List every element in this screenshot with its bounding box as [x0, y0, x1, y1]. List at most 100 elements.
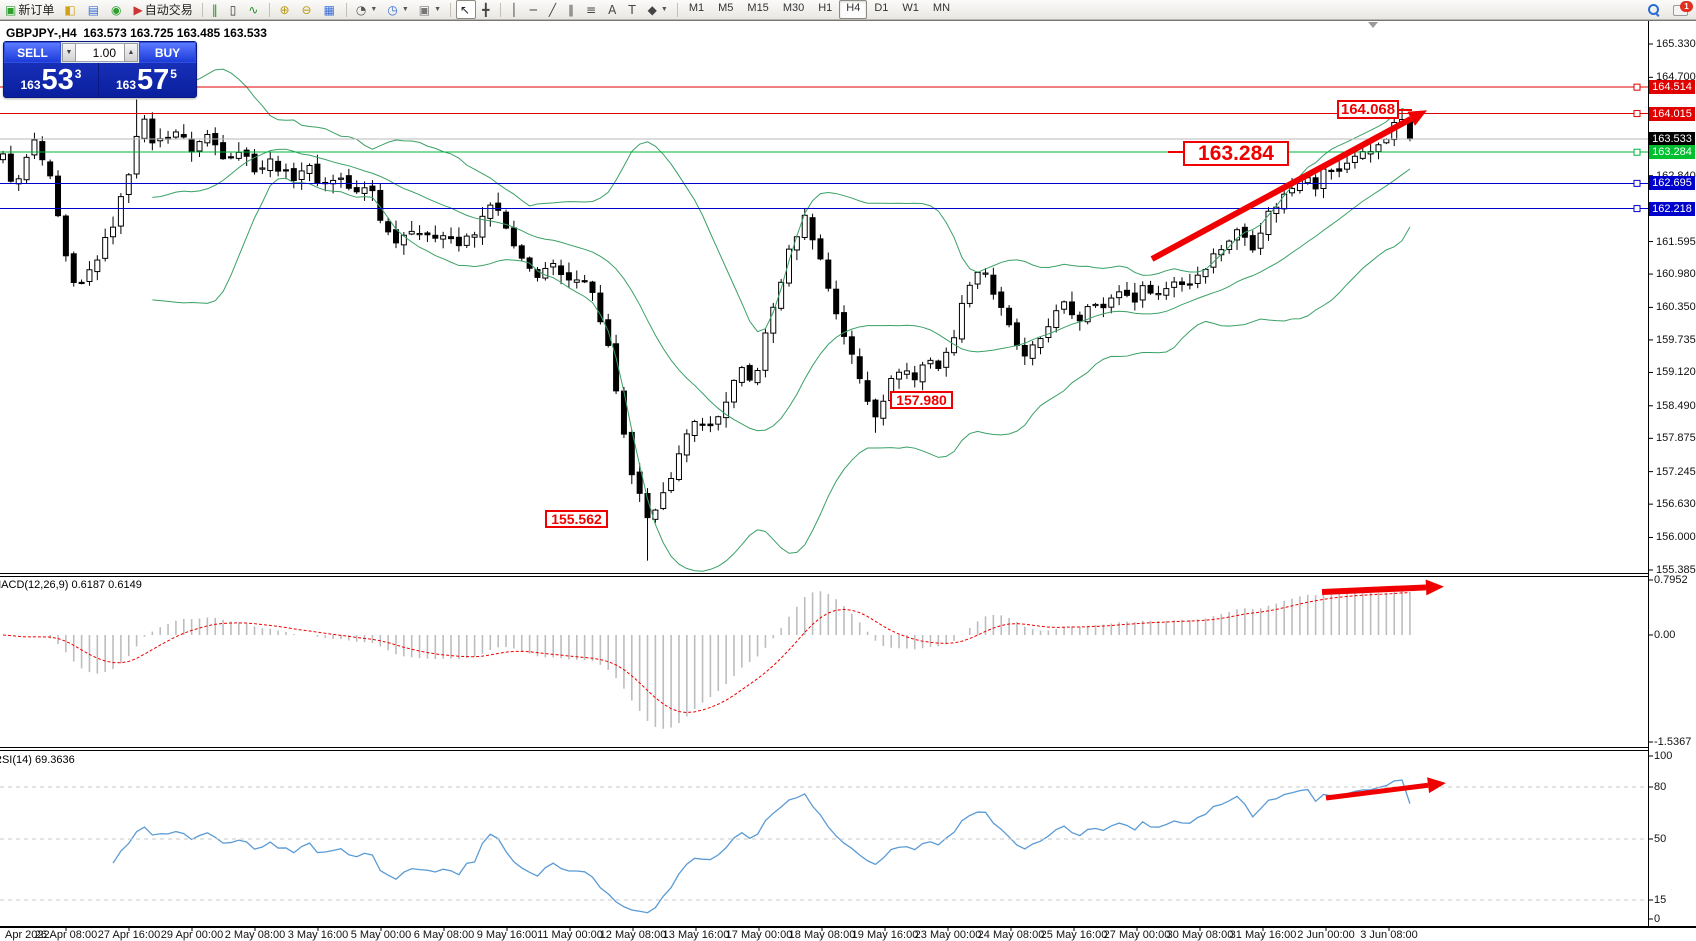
- candle-body: [117, 196, 124, 227]
- channel-icon[interactable]: ∥: [564, 0, 580, 19]
- candle-body: [1171, 281, 1178, 288]
- candle-body: [70, 253, 77, 283]
- timeframe-h1-button[interactable]: H1: [818, 2, 833, 14]
- timeframe-m15-button[interactable]: M15: [747, 2, 769, 14]
- rsi-axis-label: 0: [1654, 913, 1661, 925]
- sell-button[interactable]: SELL: [4, 42, 61, 63]
- timeframe-m1-button[interactable]: M1: [688, 2, 705, 14]
- fibonacci-icon[interactable]: ≡: [582, 0, 602, 19]
- candle-body: [23, 156, 30, 181]
- candle-body: [510, 227, 517, 247]
- vertical-line-icon[interactable]: │: [506, 0, 523, 19]
- macd-axis-label: 0.7952: [1654, 574, 1688, 586]
- cursor-icon[interactable]: ↖: [456, 0, 477, 19]
- timeframe-mn-button[interactable]: MN: [932, 2, 951, 14]
- zoom-out-icon[interactable]: ⊖: [298, 0, 318, 19]
- auto-trading-button[interactable]: ▶ 自动交易: [130, 0, 197, 19]
- price-tick-label: 156.630: [1656, 498, 1696, 511]
- annotation-text-box[interactable]: 163.284: [1183, 141, 1289, 166]
- tile-windows-icon[interactable]: ▦: [320, 0, 341, 19]
- candle-body: [990, 274, 997, 295]
- templates-icon-dropdown[interactable]: ▼: [434, 6, 442, 13]
- signals-icon[interactable]: ◉: [107, 0, 127, 19]
- main-panel[interactable]: [0, 68, 1413, 572]
- candlestick-chart-icon: ▯: [229, 2, 237, 17]
- candle-body: [793, 236, 800, 251]
- macd-arrow[interactable]: [1321, 584, 1427, 595]
- channel-icon: ∥: [568, 2, 575, 17]
- hline-handle[interactable]: [1633, 148, 1641, 156]
- sell-price[interactable]: 163 53 3: [4, 63, 99, 97]
- hline-handle[interactable]: [1633, 110, 1641, 118]
- horizontal-line-icon: ─: [529, 2, 537, 17]
- panel-separator: [0, 926, 1696, 928]
- rsi-label: RSI(14) 69.3636: [0, 754, 75, 766]
- timeframe-m5-button[interactable]: M5: [718, 2, 734, 14]
- trendline-icon[interactable]: ╱: [545, 0, 562, 19]
- timeframe-d1-button[interactable]: D1: [874, 2, 889, 14]
- rsi-arrow-head[interactable]: [1427, 777, 1446, 794]
- rsi-line: [112, 779, 1411, 914]
- candle-body: [715, 416, 722, 425]
- candle-body: [125, 174, 132, 195]
- volume-increase-button[interactable]: ▲: [124, 43, 138, 62]
- macd-arrow-head[interactable]: [1425, 579, 1444, 596]
- horizontal-line-icon[interactable]: ─: [526, 0, 543, 19]
- candle-body: [864, 380, 871, 402]
- vertical-line-icon: │: [510, 2, 518, 17]
- buy-price[interactable]: 163 57 5: [99, 63, 194, 97]
- templates-icon[interactable]: ▣ ▼: [415, 0, 445, 19]
- price-tick-label: 159.735: [1656, 333, 1696, 346]
- timeframe-w1-button[interactable]: W1: [902, 2, 919, 14]
- arrows-icon[interactable]: ◆ ▼: [644, 0, 672, 19]
- bar-chart-icon[interactable]: ‖: [208, 0, 224, 19]
- search-icon[interactable]: [1648, 4, 1660, 17]
- history-center-icon[interactable]: ◧: [60, 0, 81, 19]
- candle-body: [754, 370, 761, 384]
- rsi-panel[interactable]: [112, 779, 1411, 914]
- time-axis-label: 29 Apr 00:00: [160, 929, 224, 941]
- rsi-arrow[interactable]: [1325, 782, 1429, 801]
- trendline-icon: ╱: [548, 2, 557, 17]
- time-axis-label: 30 May 08:00: [1166, 929, 1234, 941]
- annotation-text-box[interactable]: 164.068: [1337, 100, 1399, 119]
- periods-icon[interactable]: ◷ ▼: [383, 0, 412, 19]
- volume-decrease-button[interactable]: ▼: [62, 43, 76, 62]
- candle-body: [1320, 168, 1327, 190]
- indicators-icon[interactable]: ◔ ▼: [352, 0, 381, 19]
- arrows-icon-dropdown[interactable]: ▼: [660, 6, 668, 13]
- timeframe-h4-button[interactable]: H4: [839, 0, 868, 19]
- line-chart-icon[interactable]: ∿: [244, 0, 264, 19]
- hline-handle[interactable]: [1633, 179, 1641, 187]
- candle-body: [1344, 162, 1351, 170]
- news-icon[interactable]: ▤: [84, 0, 105, 19]
- periods-icon-dropdown[interactable]: ▼: [401, 6, 409, 13]
- crosshair-icon[interactable]: ╋: [478, 0, 495, 19]
- notifications-icon[interactable]: 1: [1673, 0, 1693, 16]
- candle-body: [974, 272, 981, 285]
- zoom-in-icon[interactable]: ⊕: [275, 0, 295, 19]
- annotation-text-box[interactable]: 157.980: [890, 391, 953, 409]
- trend-arrow-head[interactable]: [1407, 110, 1428, 126]
- candle-body: [880, 400, 887, 419]
- candlestick-chart-icon[interactable]: ▯: [226, 0, 243, 19]
- volume-input[interactable]: [76, 43, 124, 62]
- candle-body: [1328, 169, 1335, 173]
- text-label-icon[interactable]: T: [624, 0, 641, 19]
- text-icon[interactable]: A: [604, 0, 622, 19]
- new-order-button[interactable]: ▣ 新订单: [1, 0, 58, 19]
- candle-body: [691, 421, 698, 436]
- rsi-axis-label: 100: [1654, 750, 1673, 762]
- buy-button[interactable]: BUY: [139, 42, 196, 63]
- macd-panel[interactable]: [2, 590, 1411, 729]
- timeframe-m30-button[interactable]: M30: [782, 2, 805, 14]
- hline-handle[interactable]: [1633, 205, 1641, 213]
- candle-body: [220, 142, 227, 160]
- indicators-icon-dropdown[interactable]: ▼: [370, 6, 378, 13]
- annotation-text-box[interactable]: 155.562: [545, 510, 608, 528]
- chart-shift-marker-icon[interactable]: [1368, 22, 1378, 28]
- hline-handle[interactable]: [1633, 83, 1641, 91]
- price-badge: 163.533: [1649, 132, 1695, 147]
- trend-arrow[interactable]: [1150, 116, 1413, 262]
